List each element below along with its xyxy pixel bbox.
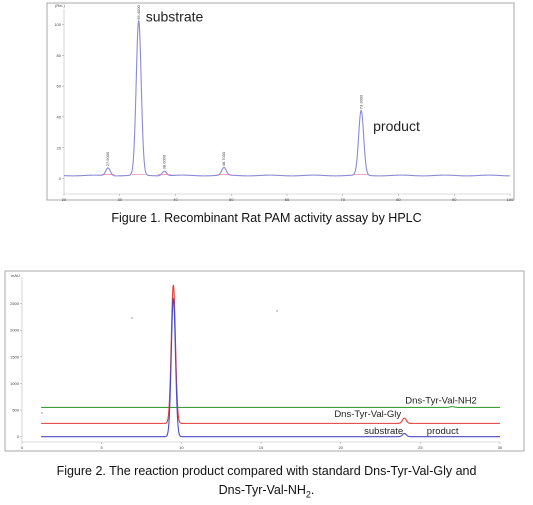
figure-1-frame — [46, 2, 515, 201]
figure-1-caption: Figure 1. Recombinant Rat PAM activity a… — [111, 211, 422, 225]
figure-1-x-tick-label: 90 — [452, 197, 457, 202]
figure-2-caption: Figure 2. The reaction product compared … — [0, 462, 533, 505]
figure-2-y-tick-label: 1500 — [10, 354, 20, 359]
figure-1-peak-label: 33.4000 — [136, 5, 141, 20]
figure-2-x-tick-label: 5 — [101, 445, 104, 450]
figure-1-peak-label: 73.3000 — [358, 94, 363, 109]
figure-2-annotation: Dns-Tyr-Val-NH2 — [405, 396, 477, 407]
figure-1-x-tick-label: 100 — [507, 197, 514, 202]
figure-2-y-tick-label: 2500 — [10, 301, 20, 306]
figure-1-y-tick-label: 20 — [57, 145, 62, 150]
figure-1-chart: (Rel.) 0 20 40 60 80 100 20 30 40 50 60 70 80 90 100 2… — [46, 2, 515, 202]
figure-1-y-tick-label: 80 — [57, 53, 62, 58]
figure-2-speck — [276, 310, 278, 312]
figure-2-trace — [41, 298, 500, 438]
figure-2-caption-line-1: Figure 2. The reaction product compared … — [56, 464, 477, 478]
figure-2-chart: mAU 0 500 1000 1500 2000 2500 0 5 10 15 20 25 30 Dns… — [4, 270, 525, 452]
figure-1-x-tick-label: 80 — [396, 197, 401, 202]
figure-2-caption-line-2: Dns-Tyr-Val-NH2. — [0, 481, 533, 505]
figure-2-annotation: product — [427, 426, 459, 437]
figure-2-x-tick-label: 10 — [179, 445, 184, 450]
figure-2-caption-subscript: 2 — [305, 489, 311, 500]
figure-1-y-tick-label: 60 — [57, 84, 62, 89]
figure-1-peak-label: 38.0000 — [162, 154, 167, 169]
figure-2-trace — [41, 406, 500, 408]
figure-1-y-tick-label: 0 — [59, 176, 62, 181]
figure-2-y-tick-label: 2000 — [10, 328, 20, 333]
figure-1-annotation: substrate — [146, 8, 204, 24]
figure-1-x-tick-label: 50 — [229, 197, 234, 202]
figure-2-speck — [131, 317, 133, 319]
figure-1-y-tick-label: 40 — [57, 114, 62, 119]
figure-2-caption-compound: Dns-Tyr-Val-NH — [218, 483, 306, 497]
figure-2-trace — [41, 284, 500, 424]
figure-2-x-tick-label: 20 — [338, 445, 343, 450]
figure-1-annotation: product — [373, 118, 420, 134]
figure-2-x-tick-label: 0 — [21, 445, 24, 450]
figure-2-caption-period: . — [310, 483, 315, 497]
figure-2-y-tick-label: 0 — [17, 434, 20, 439]
figure-2-speck — [41, 412, 43, 414]
figure-1-x-tick-label: 60 — [285, 197, 290, 202]
figure-2-frame — [4, 270, 525, 452]
figure-1-x-tick-label: 30 — [118, 197, 123, 202]
figure-2-y-tick-label: 1000 — [10, 381, 20, 386]
figure-1-y-tick-label: 100 — [54, 22, 61, 27]
figure-1-peak-label: 27.9000 — [105, 151, 110, 166]
figure-1-x-tick-label: 70 — [341, 197, 346, 202]
figure-2-x-tick-label: 25 — [418, 445, 423, 450]
figure-1-x-tick-label: 40 — [173, 197, 178, 202]
figure-2-annotation: substrate — [364, 426, 403, 437]
figure-1-trace — [63, 18, 510, 177]
figure-1-x-tick-label: 20 — [62, 197, 67, 202]
figure-2-x-tick-label: 15 — [259, 445, 264, 450]
figure-2-x-tick-label: 30 — [498, 445, 503, 450]
figure-2-ylabel: mAU — [11, 273, 20, 278]
figure-1-ylabel: (Rel.) — [55, 3, 65, 8]
figure-2-annotation: Dns-Tyr-Val-Gly — [334, 409, 401, 420]
figure-1-peak-label: 48.7000 — [221, 151, 226, 166]
figure-2-y-tick-label: 500 — [12, 408, 19, 413]
